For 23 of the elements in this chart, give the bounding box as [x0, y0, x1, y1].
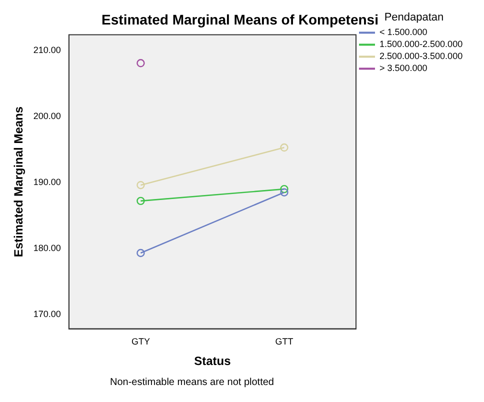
y-tick-label: 180.00	[33, 242, 61, 253]
x-axis-title: Status	[194, 354, 232, 368]
point	[280, 143, 288, 152]
point	[136, 180, 145, 190]
legend-label: < 1.500.000	[380, 27, 428, 38]
point	[136, 196, 145, 206]
chart-title: Estimated Marginal Means of Kompetensi	[102, 11, 378, 28]
legend-label: > 3.500.000	[380, 63, 428, 74]
point	[136, 248, 145, 258]
point	[136, 59, 145, 68]
legend-label: 1.500.000-2.500.000	[380, 39, 463, 50]
x-tick-label: GTT	[275, 336, 294, 347]
y-tick-label: 170.00	[33, 308, 61, 319]
point	[280, 184, 288, 194]
x-tick-label: GTY	[131, 336, 150, 347]
point	[280, 188, 288, 196]
y-tick-label: 190.00	[33, 176, 61, 187]
text: Non-estimable means are not plotted	[109, 377, 275, 388]
y-axis-title: Estimated Marginal Means	[12, 106, 26, 258]
y-tick-label: 210.00	[33, 45, 61, 56]
legend-title: Pendapatan	[384, 12, 444, 24]
legend-label: 2.500.000-3.500.000	[380, 51, 463, 62]
y-tick-label: 200.00	[33, 111, 61, 122]
